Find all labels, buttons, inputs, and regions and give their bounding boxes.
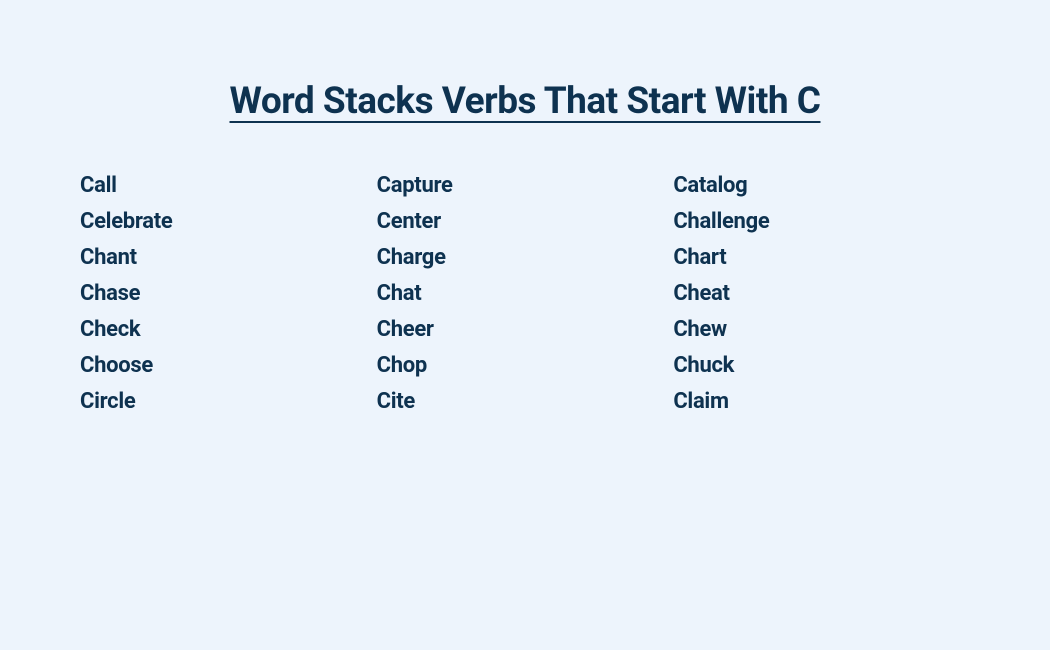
word-item: Chant	[80, 245, 377, 270]
word-item: Celebrate	[80, 209, 377, 234]
word-item: Cite	[377, 389, 674, 414]
word-item: Check	[80, 317, 377, 342]
word-item: Choose	[80, 353, 377, 378]
word-item: Circle	[80, 389, 377, 414]
word-item: Chart	[673, 245, 970, 270]
word-item: Call	[80, 173, 377, 198]
word-item: Chat	[377, 281, 674, 306]
word-item: Capture	[377, 173, 674, 198]
word-grid: Call Capture Catalog Celebrate Center Ch…	[80, 173, 970, 414]
word-item: Catalog	[673, 173, 970, 198]
word-item: Chase	[80, 281, 377, 306]
word-item: Chuck	[673, 353, 970, 378]
word-item: Cheer	[377, 317, 674, 342]
word-item: Claim	[673, 389, 970, 414]
word-item: Center	[377, 209, 674, 234]
word-item: Chop	[377, 353, 674, 378]
content-container: Word Stacks Verbs That Start With C Call…	[80, 80, 970, 414]
word-item: Cheat	[673, 281, 970, 306]
page-title: Word Stacks Verbs That Start With C	[80, 80, 970, 123]
word-item: Charge	[377, 245, 674, 270]
word-item: Challenge	[673, 209, 970, 234]
word-item: Chew	[673, 317, 970, 342]
